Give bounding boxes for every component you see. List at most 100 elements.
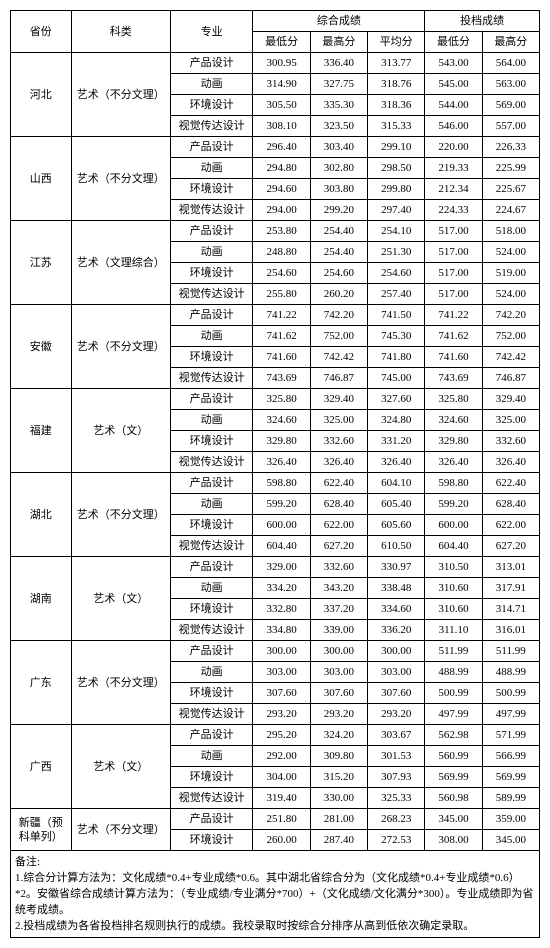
cell-file-min: 511.99	[425, 641, 482, 662]
cell-major: 视觉传达设计	[170, 284, 253, 305]
cell-file-min: 600.00	[425, 515, 482, 536]
cell-file-min: 543.00	[425, 53, 482, 74]
cell-file-min: 310.60	[425, 578, 482, 599]
notes-line2: 2.投档成绩为各省投档排名规则执行的成绩。我校录取时按综合分排序从高到低依次确定…	[15, 918, 535, 934]
cell-major: 产品设计	[170, 557, 253, 578]
cell-comp-max: 742.20	[310, 305, 367, 326]
cell-comp-avg: 313.77	[368, 53, 425, 74]
cell-comp-avg: 251.30	[368, 242, 425, 263]
cell-category: 艺术（文）	[71, 725, 170, 809]
cell-comp-avg: 293.20	[368, 704, 425, 725]
cell-file-max: 225.67	[482, 179, 539, 200]
cell-province: 新疆（预科单列）	[11, 809, 72, 851]
cell-file-min: 741.60	[425, 347, 482, 368]
cell-comp-max: 746.87	[310, 368, 367, 389]
cell-comp-min: 293.20	[253, 704, 310, 725]
cell-major: 产品设计	[170, 725, 253, 746]
cell-major: 产品设计	[170, 53, 253, 74]
cell-file-min: 599.20	[425, 494, 482, 515]
cell-file-max: 557.00	[482, 116, 539, 137]
cell-comp-min: 305.50	[253, 95, 310, 116]
cell-major: 环境设计	[170, 599, 253, 620]
cell-major: 环境设计	[170, 683, 253, 704]
cell-comp-avg: 741.50	[368, 305, 425, 326]
cell-file-min: 329.80	[425, 431, 482, 452]
cell-province: 湖北	[11, 473, 72, 557]
table-row: 湖北艺术（不分文理）产品设计598.80622.40604.10598.8062…	[11, 473, 540, 494]
cell-comp-avg: 272.53	[368, 830, 425, 851]
cell-comp-min: 303.00	[253, 662, 310, 683]
cell-comp-avg: 303.00	[368, 662, 425, 683]
cell-major: 动画	[170, 746, 253, 767]
cell-file-max: 566.99	[482, 746, 539, 767]
cell-comp-min: 300.95	[253, 53, 310, 74]
cell-comp-avg: 338.48	[368, 578, 425, 599]
cell-file-max: 329.40	[482, 389, 539, 410]
cell-comp-max: 332.60	[310, 431, 367, 452]
table-row: 广西艺术（文）产品设计295.20324.20303.67562.98571.9…	[11, 725, 540, 746]
cell-file-max: 518.00	[482, 221, 539, 242]
cell-major: 动画	[170, 326, 253, 347]
cell-comp-avg: 315.33	[368, 116, 425, 137]
cell-comp-min: 304.00	[253, 767, 310, 788]
cell-province: 山西	[11, 137, 72, 221]
cell-comp-min: 248.80	[253, 242, 310, 263]
cell-comp-avg: 741.80	[368, 347, 425, 368]
header-composite-group: 综合成绩	[253, 11, 425, 32]
cell-comp-max: 336.40	[310, 53, 367, 74]
cell-comp-min: 325.80	[253, 389, 310, 410]
cell-major: 动画	[170, 662, 253, 683]
cell-file-min: 743.69	[425, 368, 482, 389]
cell-file-min: 310.60	[425, 599, 482, 620]
cell-category: 艺术（不分文理）	[71, 641, 170, 725]
cell-comp-avg: 334.60	[368, 599, 425, 620]
cell-comp-avg: 303.67	[368, 725, 425, 746]
cell-comp-avg: 610.50	[368, 536, 425, 557]
cell-comp-min: 600.00	[253, 515, 310, 536]
cell-major: 环境设计	[170, 767, 253, 788]
cell-comp-min: 741.60	[253, 347, 310, 368]
cell-file-max: 742.42	[482, 347, 539, 368]
table-body: 河北艺术（不分文理）产品设计300.95336.40313.77543.0056…	[11, 53, 540, 851]
cell-comp-min: 314.90	[253, 74, 310, 95]
cell-comp-avg: 324.80	[368, 410, 425, 431]
cell-file-max: 746.87	[482, 368, 539, 389]
cell-comp-avg: 318.36	[368, 95, 425, 116]
cell-file-min: 546.00	[425, 116, 482, 137]
cell-category: 艺术（文）	[71, 389, 170, 473]
cell-category: 艺术（不分文理）	[71, 473, 170, 557]
cell-comp-min: 334.80	[253, 620, 310, 641]
header-file-group: 投档成绩	[425, 11, 540, 32]
cell-file-max: 226.33	[482, 137, 539, 158]
cell-comp-max: 752.00	[310, 326, 367, 347]
cell-file-min: 488.99	[425, 662, 482, 683]
cell-file-min: 517.00	[425, 263, 482, 284]
cell-comp-max: 254.40	[310, 221, 367, 242]
cell-major: 视觉传达设计	[170, 200, 253, 221]
cell-comp-avg: 307.93	[368, 767, 425, 788]
cell-comp-avg: 254.10	[368, 221, 425, 242]
scores-table: 省份 科类 专业 综合成绩 投档成绩 最低分 最高分 平均分 最低分 最高分 河…	[10, 10, 540, 851]
cell-file-max: 628.40	[482, 494, 539, 515]
cell-file-min: 311.10	[425, 620, 482, 641]
table-row: 山西艺术（不分文理）产品设计296.40303.40299.10220.0022…	[11, 137, 540, 158]
cell-comp-avg: 307.60	[368, 683, 425, 704]
cell-major: 产品设计	[170, 641, 253, 662]
cell-comp-avg: 300.00	[368, 641, 425, 662]
cell-province: 广东	[11, 641, 72, 725]
cell-comp-max: 302.80	[310, 158, 367, 179]
cell-major: 环境设计	[170, 431, 253, 452]
notes-section: 备注: 1.综合分计算方法为：文化成绩*0.4+专业成绩*0.6。其中湖北省综合…	[10, 851, 540, 938]
cell-file-min: 604.40	[425, 536, 482, 557]
cell-comp-max: 299.20	[310, 200, 367, 221]
cell-file-min: 310.50	[425, 557, 482, 578]
cell-file-max: 752.00	[482, 326, 539, 347]
cell-category: 艺术（不分文理）	[71, 809, 170, 851]
cell-file-max: 569.00	[482, 95, 539, 116]
cell-comp-min: 324.60	[253, 410, 310, 431]
cell-file-min: 326.40	[425, 452, 482, 473]
cell-file-max: 622.00	[482, 515, 539, 536]
table-row: 江苏艺术（文理综合）产品设计253.80254.40254.10517.0051…	[11, 221, 540, 242]
cell-comp-max: 309.80	[310, 746, 367, 767]
cell-file-max: 359.00	[482, 809, 539, 830]
